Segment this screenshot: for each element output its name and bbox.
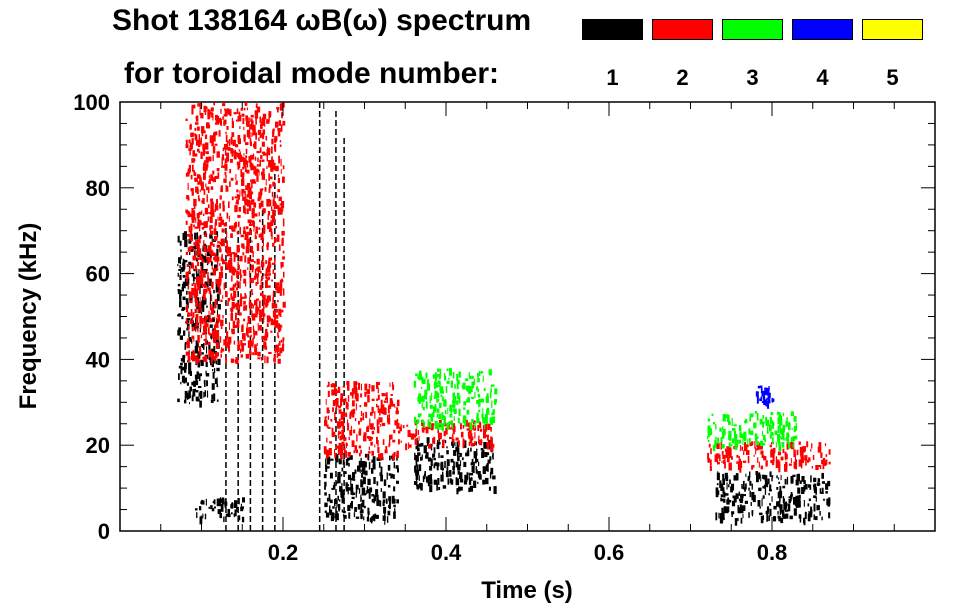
legend-swatch-mode-3 (722, 19, 783, 40)
legend-label-mode-5: 5 (886, 65, 899, 90)
y-tick-label-40: 40 (86, 347, 110, 372)
x-tick-label-0.4: 0.4 (431, 540, 462, 565)
axis-ticks: 0 20 40 60 80 100 0.2 0.4 0.6 0.8 (73, 90, 935, 565)
x-tick-label-0.6: 0.6 (594, 540, 625, 565)
legend-swatch-mode-5 (862, 19, 923, 40)
mode-2-region-8 (707, 441, 831, 473)
mode-2-region-5 (185, 102, 286, 365)
legend-swatch-mode-4 (792, 19, 853, 40)
legend-label-mode-3: 3 (746, 65, 759, 90)
mode-2-region-7 (397, 419, 495, 452)
mode-1-region-1 (195, 497, 245, 525)
mode-2-region-6 (323, 381, 400, 461)
legend-label-mode-1: 1 (606, 65, 619, 90)
data-marks (177, 102, 831, 531)
y-axis-title: Frequency (kHz) (15, 223, 42, 410)
mode-4-region-11 (755, 385, 775, 409)
y-tick-label-80: 80 (86, 176, 110, 201)
mode-3-region-10 (707, 411, 798, 452)
chart-title-line2: for toroidal mode number: (124, 57, 499, 90)
mode-3-region-9 (413, 368, 498, 432)
y-tick-label-20: 20 (86, 433, 110, 458)
mode-1-region-4 (715, 471, 831, 526)
mode-1-region-3 (413, 437, 497, 495)
legend-label-mode-2: 2 (676, 65, 689, 90)
y-tick-label-60: 60 (86, 262, 110, 287)
legend-swatch-mode-1 (582, 19, 643, 40)
legend-label-mode-4: 4 (816, 65, 829, 90)
y-tick-label-100: 100 (73, 90, 110, 115)
mode-1-region-2 (323, 453, 399, 525)
x-tick-label-0.8: 0.8 (757, 540, 788, 565)
x-axis-title: Time (s) (481, 577, 573, 604)
y-tick-label-0: 0 (98, 519, 110, 544)
legend-swatch-mode-2 (652, 19, 713, 40)
x-tick-label-0.2: 0.2 (268, 540, 299, 565)
chart-title-line1: Shot 138164 ωB(ω) spectrum (112, 4, 532, 37)
